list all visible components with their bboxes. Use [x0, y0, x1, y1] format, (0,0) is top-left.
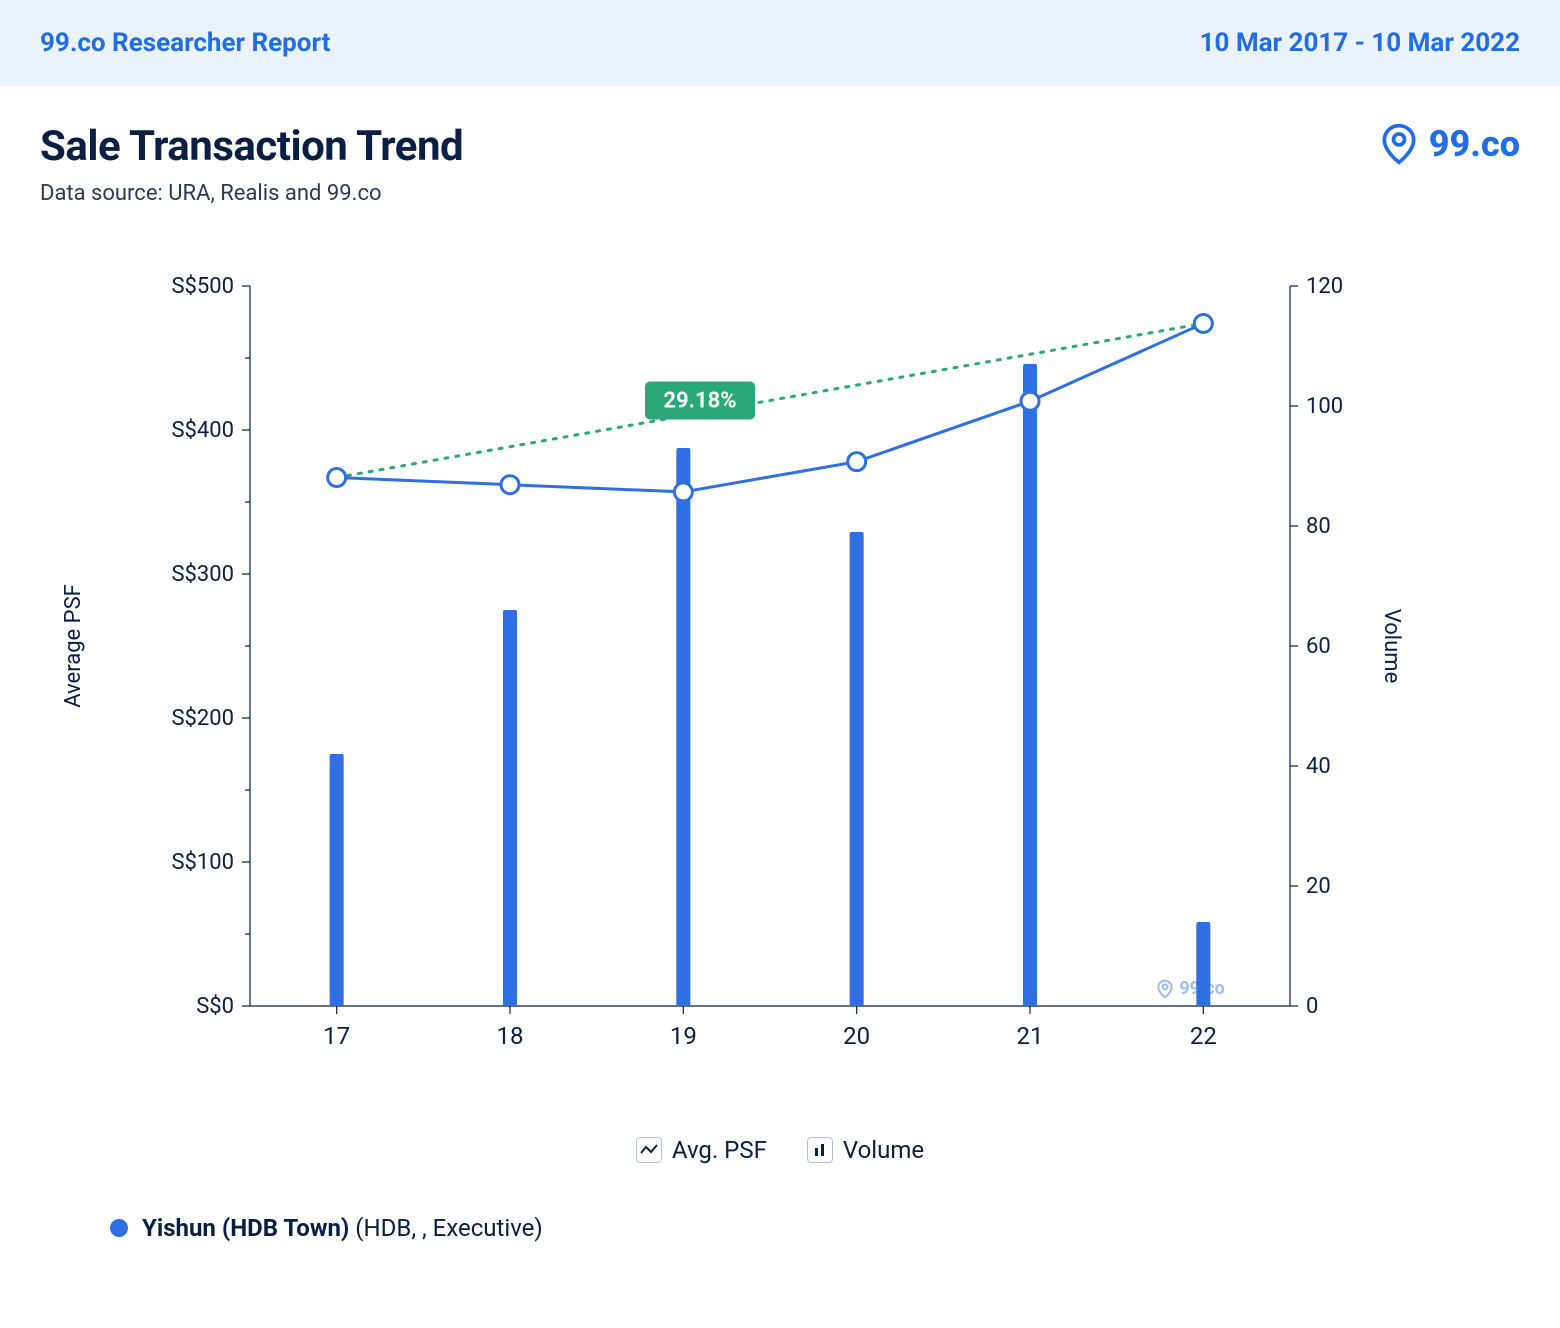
chart-watermark: 99.co — [1155, 978, 1224, 999]
svg-text:60: 60 — [1306, 634, 1331, 659]
header: Sale Transaction Trend Data source: URA,… — [0, 86, 1560, 216]
bars-icon — [807, 1137, 833, 1163]
svg-text:Volume: Volume — [1379, 609, 1404, 684]
series-name: Yishun (HDB Town) (HDB, , Executive) — [142, 1214, 543, 1242]
banner-date-range: 10 Mar 2017 - 10 Mar 2022 — [1200, 28, 1520, 58]
map-pin-icon — [1155, 979, 1175, 999]
svg-text:22: 22 — [1190, 1022, 1217, 1050]
svg-text:S$400: S$400 — [171, 418, 234, 443]
series-dot-icon — [110, 1219, 128, 1237]
svg-text:29.18%: 29.18% — [663, 388, 736, 413]
map-pin-icon — [1377, 122, 1421, 166]
chart-container: S$0 S$100 S$200 S$300 S$400 S$500 Average PSF 0… — [0, 216, 1560, 1116]
svg-text:100: 100 — [1306, 394, 1343, 419]
legend-item-volume: Volume — [807, 1136, 924, 1164]
svg-text:21: 21 — [1017, 1022, 1044, 1050]
svg-text:S$500: S$500 — [171, 274, 234, 299]
svg-text:S$200: S$200 — [171, 706, 234, 731]
svg-text:S$0: S$0 — [196, 994, 234, 1019]
series-name-rest: (HDB, , Executive) — [349, 1214, 542, 1242]
series-name-bold: Yishun (HDB Town) — [142, 1214, 349, 1242]
series-key: Yishun (HDB Town) (HDB, , Executive) — [0, 1194, 1560, 1292]
svg-text:0: 0 — [1306, 994, 1318, 1019]
legend-item-avg-psf: Avg. PSF — [636, 1136, 767, 1164]
page-subtitle: Data source: URA, Realis and 99.co — [40, 181, 463, 206]
page-title: Sale Transaction Trend — [40, 122, 463, 171]
legend-label: Avg. PSF — [672, 1136, 767, 1164]
svg-text:19: 19 — [670, 1022, 697, 1050]
svg-text:120: 120 — [1306, 274, 1343, 299]
svg-text:S$300: S$300 — [171, 562, 234, 587]
sale-trend-chart: S$0 S$100 S$200 S$300 S$400 S$500 Average PSF 0… — [0, 216, 1560, 1086]
report-banner: 99.co Researcher Report 10 Mar 2017 - 10… — [0, 0, 1560, 86]
svg-text:Average PSF: Average PSF — [61, 584, 86, 708]
watermark-text: 99.co — [1179, 978, 1224, 999]
svg-text:17: 17 — [323, 1022, 350, 1050]
svg-text:18: 18 — [497, 1022, 524, 1050]
header-text: Sale Transaction Trend Data source: URA,… — [40, 122, 463, 206]
brand-name: 99.co — [1429, 123, 1520, 165]
svg-text:20: 20 — [843, 1022, 870, 1050]
banner-title: 99.co Researcher Report — [40, 28, 330, 58]
brand-logo: 99.co — [1377, 122, 1520, 166]
svg-text:20: 20 — [1306, 874, 1331, 899]
svg-text:S$100: S$100 — [171, 850, 234, 875]
svg-text:40: 40 — [1306, 754, 1331, 779]
chart-legend: Avg. PSF Volume — [0, 1116, 1560, 1194]
line-icon — [636, 1137, 662, 1163]
svg-text:80: 80 — [1306, 514, 1331, 539]
legend-label: Volume — [843, 1136, 924, 1164]
